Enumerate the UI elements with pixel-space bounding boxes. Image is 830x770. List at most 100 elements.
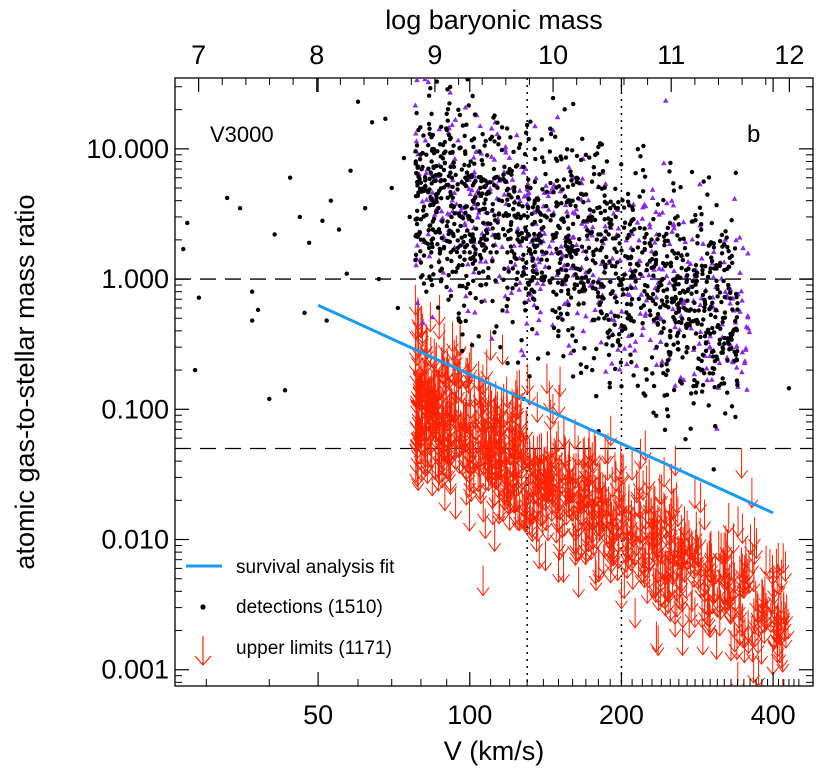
detection-dot — [624, 301, 630, 307]
detection-dot — [615, 338, 621, 343]
detection-dot — [487, 180, 493, 185]
upper-limit-arrow — [469, 409, 483, 441]
detection-dot — [714, 354, 719, 359]
detection-dot — [503, 179, 509, 184]
detection-dot — [519, 338, 524, 343]
detection-dot — [438, 186, 444, 191]
detection-dot — [735, 301, 740, 306]
upper-limit-arrow — [593, 462, 607, 493]
detection-dot — [525, 214, 530, 219]
detection-dot — [431, 227, 436, 233]
triangle-marker — [697, 301, 704, 307]
detection-dot — [699, 211, 704, 217]
triangle-marker — [477, 258, 484, 264]
upper-limit-arrow — [714, 589, 727, 621]
detection-dot — [435, 242, 440, 247]
detection-dot — [482, 184, 488, 190]
triangle-marker — [621, 345, 628, 351]
triangle-marker — [583, 313, 589, 319]
detection-dot — [624, 310, 629, 315]
upper-limit-arrow — [688, 478, 702, 510]
upper-limit-arrow — [464, 426, 478, 458]
detection-dot — [558, 256, 563, 262]
detection-dot — [679, 265, 684, 271]
detection-dot — [502, 164, 507, 169]
detection-dot — [538, 218, 543, 224]
upper-limit-arrow — [493, 434, 506, 466]
detection-dot — [693, 390, 699, 395]
detection-dot — [427, 126, 432, 131]
upper-limit-arrow — [606, 535, 620, 567]
detection-dot — [456, 311, 462, 316]
triangle-marker — [643, 297, 650, 303]
upper-limit-arrow — [619, 506, 633, 537]
detection-dot — [444, 111, 449, 117]
triangle-marker — [697, 181, 703, 187]
triangle-marker — [549, 237, 556, 243]
detection-dot — [441, 151, 447, 156]
upper-limit-arrow — [530, 392, 544, 424]
triangle-marker — [570, 209, 576, 215]
detection-dot — [512, 188, 517, 194]
detection-dot — [481, 220, 486, 226]
upper-limit-arrow — [608, 452, 622, 484]
detection-dot — [531, 269, 536, 275]
detection-dot — [664, 407, 670, 412]
detection-dot — [418, 249, 423, 254]
triangle-marker — [517, 242, 524, 248]
detection-dot — [697, 205, 703, 210]
detection-dot — [717, 263, 722, 269]
detection-dot — [421, 281, 427, 286]
detection-dot — [708, 304, 714, 309]
detection-dot — [685, 287, 691, 292]
detection-dot — [690, 278, 695, 284]
detection-dot — [700, 267, 705, 273]
detection-dot — [568, 295, 574, 300]
detection-dot — [458, 145, 463, 150]
detection-dot — [721, 381, 727, 386]
detection-dot — [666, 305, 671, 310]
detection-dot — [730, 260, 735, 266]
detection-dot — [595, 280, 601, 285]
detection-dot — [651, 216, 656, 222]
upper-limit-arrow — [542, 380, 556, 412]
detection-dot — [618, 360, 624, 365]
detection-dot — [583, 152, 589, 158]
detection-dot — [455, 245, 461, 250]
upper-limit-arrow — [429, 346, 443, 378]
detection-dot — [469, 206, 474, 211]
detection-dot — [541, 278, 547, 283]
detection-dot — [471, 144, 476, 150]
detection-dot — [530, 204, 536, 210]
detection-dot — [566, 226, 571, 231]
triangle-marker — [536, 259, 543, 265]
detection-dot — [612, 246, 617, 251]
detection-dot — [591, 279, 596, 285]
detection-dot — [480, 131, 485, 137]
triangle-marker — [488, 153, 495, 159]
detection-dot — [524, 260, 529, 266]
triangle-marker — [439, 215, 446, 221]
upper-limit-arrow — [569, 531, 583, 563]
detection-dot — [532, 201, 537, 206]
upper-limit-arrow — [449, 417, 463, 449]
detection-dot — [601, 284, 606, 289]
detection-dot — [651, 383, 657, 389]
detection-dot — [578, 362, 583, 367]
detection-dot — [701, 371, 707, 376]
detection-dot — [565, 262, 570, 268]
detection-dot — [484, 191, 489, 197]
detection-dot — [678, 184, 683, 190]
detection-dot — [415, 193, 421, 198]
triangle-marker — [452, 156, 458, 162]
detection-dot — [467, 232, 472, 237]
detection-dot — [470, 93, 475, 99]
detection-dot — [629, 229, 634, 234]
triangle-marker — [688, 325, 694, 331]
detection-dot — [485, 153, 490, 158]
detection-dot — [714, 262, 719, 268]
detection-dot — [665, 225, 671, 231]
triangle-marker — [739, 297, 745, 303]
detection-dot — [669, 300, 675, 305]
detection-dot — [636, 263, 641, 268]
